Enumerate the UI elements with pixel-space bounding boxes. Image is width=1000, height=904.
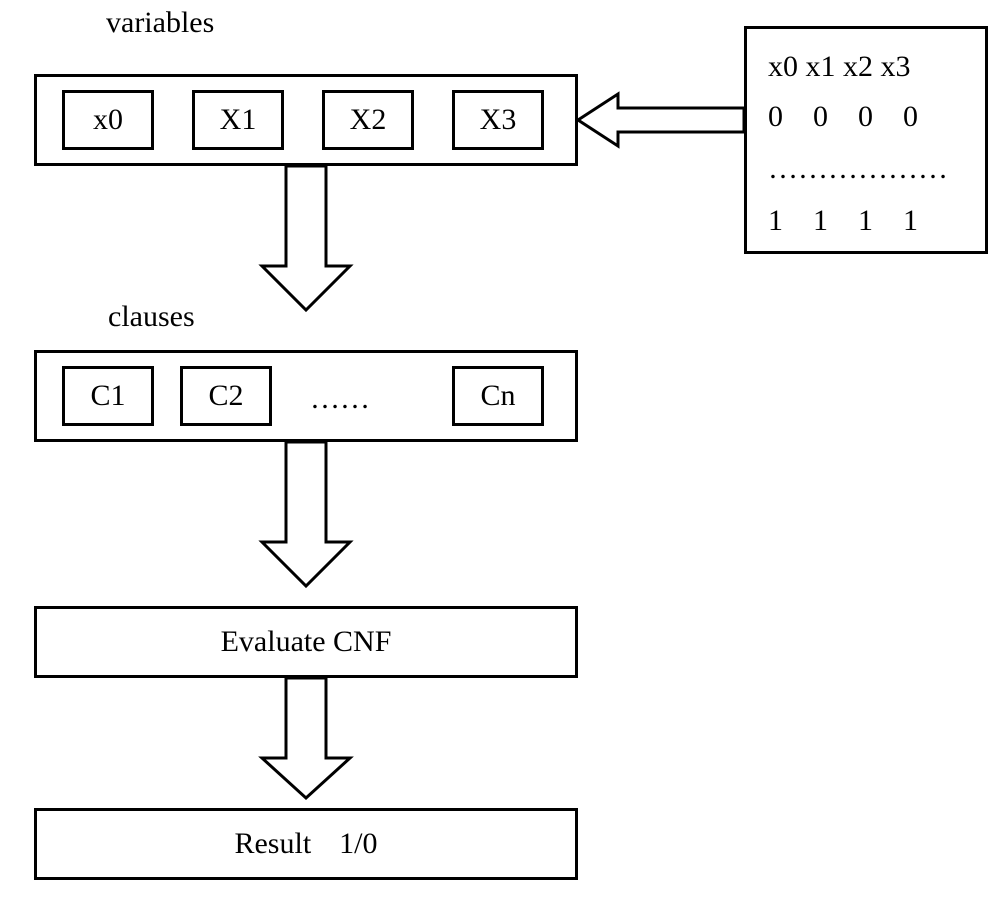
variable-cell-label: X2 [325,93,411,147]
result-label: Result 1/0 [37,811,575,877]
result-box: Result 1/0 [34,808,578,880]
arrow-truthtable-to-variables [578,94,744,146]
variable-cell-label: X1 [195,93,281,147]
result-value: 1/0 [339,827,377,861]
truth-table-header: x0 x1 x2 x3 [768,50,911,84]
truth-table-dots: ……………… [768,152,948,186]
variable-cell: X1 [192,90,284,150]
variable-cell-label: X3 [455,93,541,147]
result-prefix: Result [234,827,311,861]
clause-cell: C2 [180,366,272,426]
clause-cell-label: C1 [65,369,151,423]
variable-cell-label: x0 [65,93,151,147]
arrow-clauses-to-evaluate [262,442,350,586]
variable-cell: X2 [322,90,414,150]
truth-table-row: 0 0 0 0 [768,100,918,134]
variable-cell: x0 [62,90,154,150]
clause-cell: Cn [452,366,544,426]
evaluate-label: Evaluate CNF [37,609,575,675]
variable-cell: X3 [452,90,544,150]
truth-table-row: 1 1 1 1 [768,204,918,238]
clause-cell: C1 [62,366,154,426]
evaluate-box: Evaluate CNF [34,606,578,678]
label-variables: variables [106,6,214,40]
clauses-ellipsis: …… [310,382,370,416]
label-clauses: clauses [108,300,195,334]
clause-cell-label: Cn [455,369,541,423]
arrow-evaluate-to-result [262,678,350,798]
clause-cell-label: C2 [183,369,269,423]
arrow-variables-to-clauses [262,166,350,310]
diagram-canvas: variables clauses x0 X1 X2 X3 C1 C2 …… C… [0,0,1000,904]
